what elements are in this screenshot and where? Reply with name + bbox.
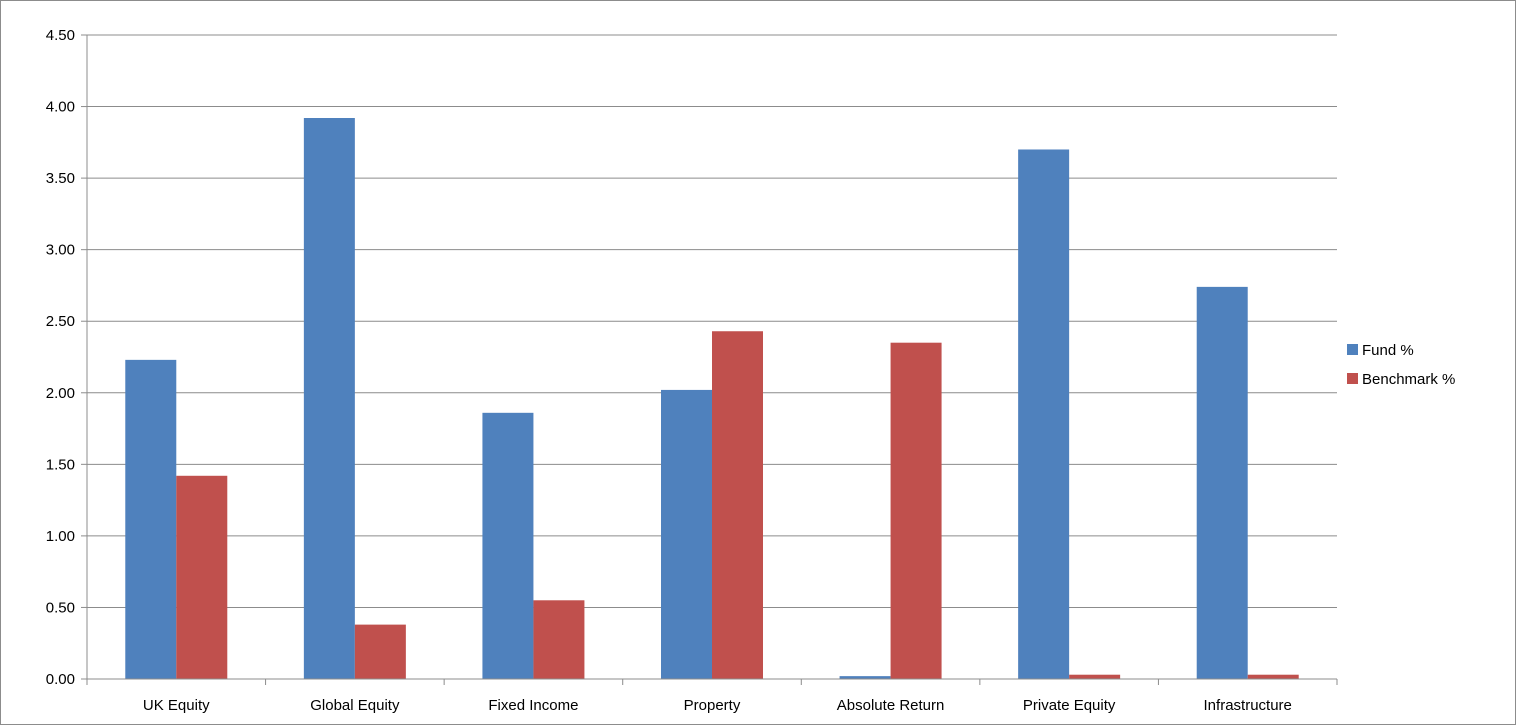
y-tick-label: 3.50 [46,170,75,187]
y-tick-label: 1.00 [46,528,75,545]
bar-fund [482,412,534,679]
bar-benchmark [1247,674,1299,679]
x-tick-label: Absolute Return [837,697,945,714]
bar-fund [303,118,355,679]
y-axis: 0.00 0.50 1.00 1.50 2.00 2.50 3.00 3.50 4.00 4.50 [46,27,88,688]
bar-benchmark [890,342,942,679]
bar-benchmark [712,331,763,679]
x-axis: UK Equity Global Equity Fixed Income Proper… [86,678,1338,714]
y-tick-label: 4.50 [46,27,75,44]
legend: Fund % Benchmark % [1347,342,1455,388]
legend-label: Fund % [1362,342,1414,359]
legend-swatch [1347,344,1358,355]
y-tick-label: 1.50 [46,456,75,473]
gridlines [87,34,1337,608]
bar-fund [839,676,891,679]
legend-swatch [1347,373,1358,384]
bar-benchmark [533,600,585,679]
x-tick-label: UK Equity [143,697,210,714]
bar-fund [125,359,177,679]
y-tick-label: 2.00 [46,385,75,402]
y-tick-label: 2.50 [46,313,75,330]
bar-fund [1196,286,1248,679]
x-tick-label: Property [684,697,741,714]
bar-fund [1018,149,1070,679]
bars [125,118,1299,679]
x-tick-label: Global Equity [310,697,400,714]
y-tick-label: 4.00 [46,99,75,116]
x-tick-label: Private Equity [1023,697,1116,714]
bar-benchmark [176,475,228,679]
x-tick-label: Infrastructure [1204,697,1292,714]
y-tick-label: 3.00 [46,242,75,259]
bar-benchmark [354,624,406,679]
bar-benchmark [1069,674,1121,679]
x-tick-label: Fixed Income [488,697,578,714]
y-tick-label: 0.50 [46,599,75,616]
legend-label: Benchmark % [1362,371,1455,388]
y-tick-label: 0.00 [46,671,75,688]
bar-fund [661,389,712,679]
